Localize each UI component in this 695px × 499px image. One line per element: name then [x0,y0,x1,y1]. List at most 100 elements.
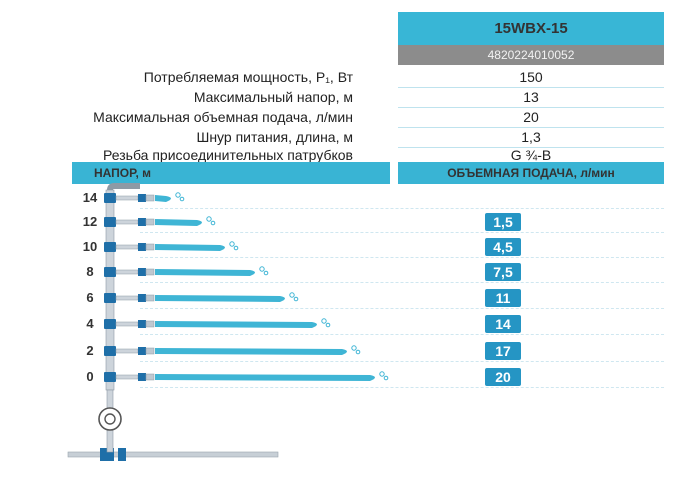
branch-nozzle [145,243,155,251]
water-stream [155,219,202,226]
ground-coupling [118,448,126,461]
row-guide-line [140,334,664,336]
head-value-label: 8 [86,264,94,279]
model-header: 15WBX-15 [398,12,664,45]
flow-value-badge: 17 [485,342,521,360]
water-drop [355,349,361,355]
spec-row: Потребляемая мощность, Р₁, Вт 150 [0,67,695,88]
water-drop [293,296,299,302]
water-drop [289,292,295,298]
water-drop [175,192,181,198]
spec-value: 20 [523,109,539,125]
pipe-tee [104,242,116,252]
branch-nozzle [145,218,155,226]
branch-valve [138,194,146,202]
branch-pipe [115,219,139,225]
branch-nozzle [145,373,155,381]
water-drop [263,270,269,276]
branch-nozzle [145,268,155,276]
pipe-tee [104,319,116,329]
branch-pipe [115,295,139,301]
pipe-tee [104,293,116,303]
row-guide-line [140,308,664,310]
spec-value: 150 [519,69,543,85]
water-drop [229,241,235,247]
spec-row: Шнур питания, длина, м 1,3 [0,127,695,148]
riser-pipe-lower [106,389,114,411]
spec-row: Резьба присоединительных патрубков G ¾-В [0,145,695,165]
branch-valve [138,268,146,276]
head-axis-header: НАПОР, м [72,162,390,184]
branch-nozzle [145,347,155,355]
water-stream [155,321,317,328]
flow-value-badge: 11 [485,289,521,307]
head-value-label: 10 [82,239,98,254]
water-stream [155,244,225,251]
flow-axis-header: ОБЪЕМНАЯ ПОДАЧА, л/мин [398,162,664,184]
head-value-label: 14 [82,190,98,205]
branch-nozzle [145,320,155,328]
pump-icon [98,407,122,431]
flow-value-badge: 20 [485,368,521,386]
row-guide-line [140,257,664,259]
pipe-tee [104,193,116,203]
row-guide-line [140,282,664,284]
water-stream [155,374,375,381]
flow-value-badge: 4,5 [485,238,521,256]
water-drop [210,220,216,226]
head-value-label: 6 [86,290,94,305]
pipe-tee [104,217,116,227]
row-guide-line [140,361,664,363]
ground-pipe [67,451,279,458]
spec-label: Потребляемая мощность, Р₁, Вт [143,69,353,85]
water-drop [321,318,327,324]
branch-nozzle [145,194,155,202]
water-drop [233,245,239,251]
branch-pipe [115,321,139,327]
branch-valve [138,294,146,302]
flow-value-badge: 14 [485,315,521,333]
spec-value: 1,3 [521,129,541,145]
spec-label: Максимальная объемная подача, л/мин [93,109,353,125]
water-drop [325,322,331,328]
branch-valve [138,347,146,355]
spec-label: Шнур питания, длина, м [196,129,353,145]
spec-value: 13 [523,89,539,105]
water-stream [155,269,255,276]
pipe-tee [104,372,116,382]
head-value-label: 0 [86,369,94,384]
branch-pipe [115,244,139,250]
water-drop [179,196,185,202]
head-value-label: 2 [86,343,94,358]
row-divider [398,107,664,108]
pipe-tee [104,346,116,356]
head-value-label: 4 [86,316,94,331]
row-divider [398,147,664,148]
row-divider [398,87,664,88]
row-guide-line [140,232,664,234]
water-stream [155,348,347,355]
spec-value: G ¾-В [510,147,552,163]
branch-pipe [115,195,139,201]
row-guide-line [140,208,664,210]
spec-label: Максимальный напор, м [193,89,353,105]
water-drop [351,345,357,351]
riser-pipe-bottom [106,427,114,453]
barcode-label: 4820224010052 [398,45,664,65]
water-drop [206,216,212,222]
branch-valve [138,320,146,328]
spec-row: Максимальная объемная подача, л/мин 20 [0,107,695,128]
row-guide-line [140,387,664,389]
water-drop [379,371,385,377]
head-value-label: 12 [82,214,98,229]
branch-valve [138,218,146,226]
top-elbow [107,183,140,191]
branch-nozzle [145,294,155,302]
flow-value-badge: 7,5 [485,263,521,281]
branch-pipe [115,374,139,380]
flow-value-badge: 1,5 [485,213,521,231]
branch-valve [138,243,146,251]
branch-valve [138,373,146,381]
spec-row: Максимальный напор, м 13 [0,87,695,108]
